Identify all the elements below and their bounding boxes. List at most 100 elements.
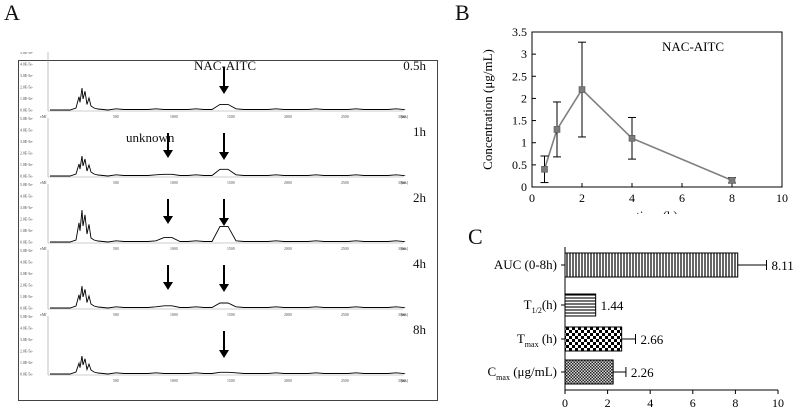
trace-axis-label: 1.0E-5e- xyxy=(20,163,34,167)
data-point xyxy=(628,134,636,142)
category-label-main: T xyxy=(524,297,532,312)
trace-time-label: 4h xyxy=(413,256,427,271)
y-tick-label: 0.5 xyxy=(512,158,527,172)
trace-x-tick: 2000 xyxy=(284,379,292,383)
trace-3: 5.0E-5e- 4.0E-5e- 3.0E-5e- 2.0E-5e- 1.0E-5e-… xyxy=(20,247,427,317)
trace-x-tick: 1000 xyxy=(170,247,178,251)
bar xyxy=(564,293,597,317)
value-label: 8.11 xyxy=(771,258,793,273)
trace-axis-label: 3.0E-5e- xyxy=(20,140,34,144)
data-point xyxy=(553,126,561,133)
trace-x-tick: 2000 xyxy=(284,181,292,185)
trace-axis-label: 3.0E-5e- xyxy=(20,338,34,342)
trace-x-tick: 3000 xyxy=(398,247,406,251)
chromatogram-panel: 5.0E-5e- 4.0E-5e- 3.0E-5e- 2.0E-5e- 1.0E-5e-… xyxy=(18,52,438,401)
trace-x-tick: 2500 xyxy=(341,379,349,383)
trace-x-tick: 3000 xyxy=(398,181,406,185)
trace-y-unit: vMI xyxy=(40,52,47,53)
trace-x-tick: 2500 xyxy=(341,313,349,317)
unknown-arrow xyxy=(163,199,173,224)
trace-axis-label: 1.0E-5e- xyxy=(20,97,34,101)
y-axis-label: Concentration (μg/mL) xyxy=(480,49,495,170)
y-tick-label: 3 xyxy=(521,47,527,61)
trace-axis-label: 5.0E-5e- xyxy=(20,315,34,319)
x-tick-label: 8 xyxy=(732,396,738,408)
y-tick-label: 1.5 xyxy=(512,114,527,128)
panel-label-c: C xyxy=(468,224,483,249)
trace-axis-label: 2.0E-5e- xyxy=(20,152,34,156)
x-tick-label: 2 xyxy=(605,396,611,408)
trace-x-tick: 1000 xyxy=(170,313,178,317)
trace-x-tick: 1000 xyxy=(170,115,178,119)
x-tick-label: 10 xyxy=(776,191,788,205)
trace-x-tick: 1500 xyxy=(227,115,235,119)
trace-axis-label: 2.0E-5e- xyxy=(20,218,34,222)
concentration-time-chart: 0 0.5 1 1.5 2 2.5 3 3.5 0 2 4 6 8 10 NAC-AITC time (h) C… xyxy=(480,25,788,214)
category-label: Tmax (h) xyxy=(517,331,557,349)
trace-x-unit: [ms] xyxy=(401,247,408,251)
trace-x-tick: 2500 xyxy=(341,115,349,119)
trace-x-tick: 500 xyxy=(113,379,119,383)
trace-time-label: 0.5h xyxy=(403,58,426,73)
nac-aitc-arrow xyxy=(219,331,229,358)
trace-time-label: 2h xyxy=(413,190,427,205)
trace-axis-label: 4.0E-5e- xyxy=(20,129,34,133)
plot-frame xyxy=(531,31,783,188)
trace-signal xyxy=(50,209,406,243)
data-point xyxy=(541,165,548,173)
trace-axis-label: 0.0E-5e- xyxy=(20,241,34,245)
x-tick-label: 8 xyxy=(729,191,735,205)
nac-aitc-arrow xyxy=(219,133,229,160)
data-point xyxy=(578,86,586,93)
trace-x-tick: 500 xyxy=(113,181,119,185)
y-tick-label: 0 xyxy=(521,180,527,194)
trace-y-unit: vMI xyxy=(40,247,47,251)
panel-label-a: A xyxy=(4,0,20,25)
value-label: 2.26 xyxy=(631,365,654,380)
trace-axis-label: 4.0E-5e- xyxy=(20,195,34,199)
trace-axis-label: 5.0E-5e- xyxy=(20,117,34,121)
panel-label-b: B xyxy=(455,0,470,25)
nac-aitc-arrow xyxy=(219,67,229,94)
trace-x-unit: [ms] xyxy=(401,313,408,317)
trace-time-label: 1h xyxy=(413,124,427,139)
trace-x-tick: 2000 xyxy=(284,247,292,251)
y-tick-label: 1 xyxy=(521,136,527,150)
value-label: 2.66 xyxy=(641,332,664,347)
trace-1: 5.0E-5e- 4.0E-5e- 3.0E-5e- 2.0E-5e- 1.0E-5e-… xyxy=(20,115,427,185)
x-tick-label: 10 xyxy=(772,396,784,408)
chromatogram-frame xyxy=(18,60,438,401)
trace-axis-label: 2.0E-5e- xyxy=(20,350,34,354)
trace-axis-label: 3.0E-5e- xyxy=(20,272,34,276)
category-label-rest: (h) xyxy=(542,297,557,312)
data-point xyxy=(728,177,736,184)
trace-x-tick: 500 xyxy=(113,115,119,119)
x-axis-label: time (h) xyxy=(636,208,678,214)
trace-axis-label: 2.0E-5e- xyxy=(20,284,34,288)
trace-axis-label: 3.0E-5e- xyxy=(20,206,34,210)
x-tick-label: 0 xyxy=(562,396,568,408)
nac-aitc-arrow-head xyxy=(219,152,229,160)
trace-x-tick: 1500 xyxy=(227,379,235,383)
trace-axis-label: 0.0E-5e- xyxy=(20,307,34,311)
trace-2: 5.0E-5e- 4.0E-5e- 3.0E-5e- 2.0E-5e- 1.0E-5e-… xyxy=(20,181,427,251)
trace-signal xyxy=(50,355,406,375)
trace-axis-label: 0.0E-5e- xyxy=(20,109,34,113)
trace-axis-label: 5.0E-5e- xyxy=(20,183,34,187)
trace-y-unit: vMI xyxy=(40,115,47,119)
nac-aitc-arrow-head xyxy=(219,350,229,358)
x-tick-label: 0 xyxy=(529,191,535,205)
y-tick-label: 2 xyxy=(521,91,527,105)
y-tick-label: 3.5 xyxy=(512,25,527,39)
category-label-sub: max xyxy=(496,373,510,382)
category-label-rest: (h) xyxy=(539,331,557,346)
bar xyxy=(564,252,739,278)
trace-x-tick: 3000 xyxy=(398,379,406,383)
category-label-sub: 1/2 xyxy=(532,306,542,315)
nac-aitc-arrow-head xyxy=(219,284,229,292)
trace-x-tick: 2000 xyxy=(284,313,292,317)
trace-signal xyxy=(50,87,406,111)
category-label: Cmax (μg/mL) xyxy=(488,364,558,382)
trace-x-tick: 500 xyxy=(113,247,119,251)
trace-axis-label: 2.0E-5e- xyxy=(20,86,34,90)
